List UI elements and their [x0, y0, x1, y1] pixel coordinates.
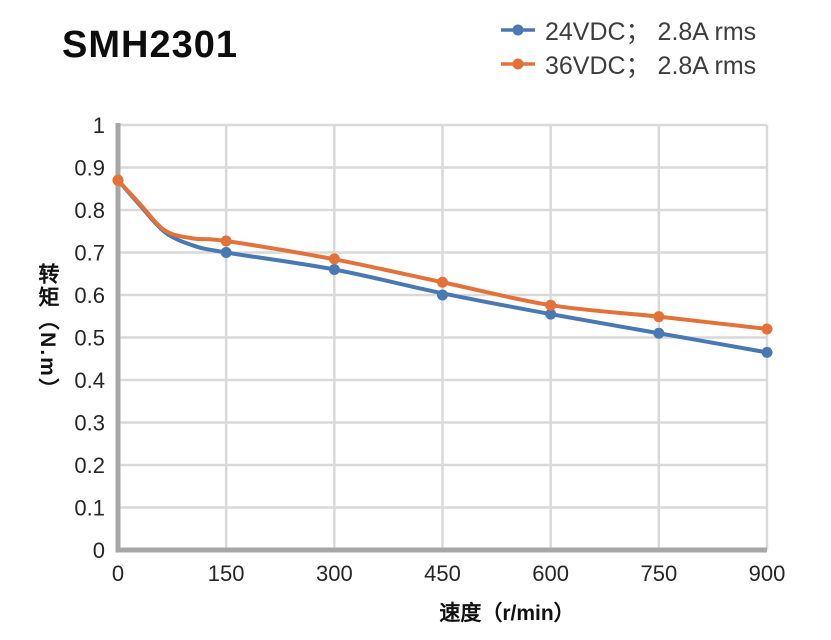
data-point-24vdc — [545, 308, 557, 320]
x-tick-label: 600 — [532, 561, 569, 586]
legend-label-36vdc: 36VDC； 2.8A rms — [545, 52, 757, 80]
data-point-36vdc — [220, 235, 232, 247]
x-tick-label: 300 — [316, 561, 353, 586]
y-tick-label: 0.1 — [74, 496, 105, 521]
x-tick-label: 750 — [640, 561, 677, 586]
y-tick-label: 0.6 — [74, 283, 105, 308]
y-tick-label: 0.2 — [74, 453, 105, 478]
data-point-36vdc — [328, 253, 340, 265]
legend: 24VDC； 2.8A rms 36VDC； 2.8A rms — [500, 14, 756, 80]
y-tick-label: 0.8 — [74, 198, 105, 223]
data-point-36vdc — [653, 311, 665, 323]
legend-item-36vdc: 36VDC； 2.8A rms — [500, 48, 756, 80]
y-axis-title: 转矩（N.m） — [36, 263, 59, 401]
data-point-24vdc — [653, 327, 665, 339]
data-point-36vdc — [112, 174, 124, 186]
x-tick-label: 0 — [112, 561, 124, 586]
y-tick-label: 0.9 — [74, 156, 105, 181]
legend-marker-36vdc — [501, 58, 535, 70]
data-point-24vdc — [220, 247, 232, 258]
data-point-36vdc — [545, 299, 557, 311]
x-tick-label: 900 — [749, 561, 786, 586]
legend-label-24vdc: 24VDC； 2.8A rms — [545, 18, 757, 46]
legend-dot-36vdc — [512, 58, 524, 70]
y-tick-label: 0.4 — [74, 368, 105, 393]
y-tick-label: 0.3 — [74, 411, 105, 436]
x-tick-label: 450 — [424, 561, 461, 586]
legend-marker-24vdc — [501, 24, 535, 36]
data-point-24vdc — [437, 289, 448, 301]
data-point-36vdc — [437, 276, 448, 288]
y-tick-label: 0.7 — [74, 241, 105, 266]
x-axis-title: 速度（r/min） — [439, 602, 575, 625]
x-tick-label: 150 — [208, 561, 245, 586]
page-title: SMH2301 — [62, 24, 238, 66]
y-tick-label: 0 — [93, 538, 105, 563]
legend-dot-24vdc — [512, 24, 524, 36]
y-tick-label: 1 — [93, 113, 105, 138]
data-point-24vdc — [761, 346, 773, 358]
data-point-24vdc — [328, 264, 340, 275]
legend-item-24vdc: 24VDC； 2.8A rms — [500, 14, 756, 46]
data-point-36vdc — [761, 323, 773, 335]
y-tick-label: 0.5 — [74, 326, 105, 351]
